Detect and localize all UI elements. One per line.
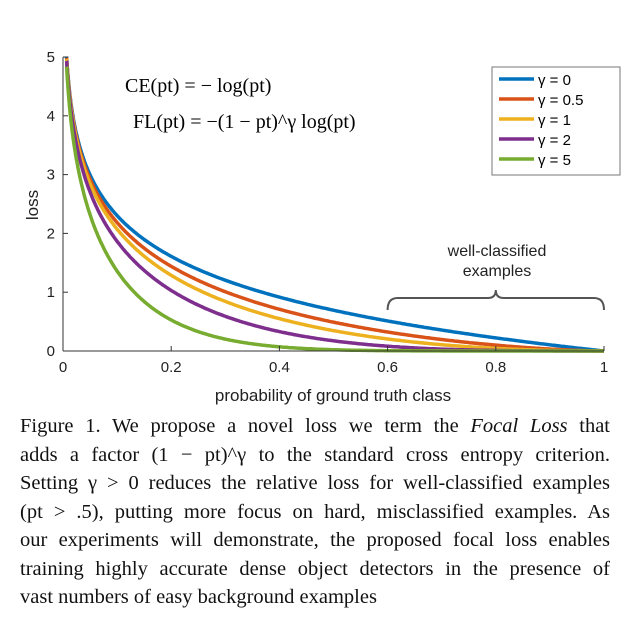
- legend: γ = 0 γ = 0.5 γ = 1 γ = 2 γ = 5: [491, 66, 621, 176]
- annotation-brace: [386, 289, 605, 311]
- caption-text: that: [567, 415, 610, 437]
- x-tick-label: 0.8: [485, 359, 506, 376]
- x-tick-label: 0: [59, 359, 67, 376]
- ce-formula: CE(pt) = − log(pt): [125, 75, 271, 97]
- legend-label: γ = 2: [538, 132, 571, 149]
- annotation-line-1: well-classified: [447, 243, 547, 260]
- y-axis-label: loss: [23, 190, 42, 220]
- caption-line: (pt > .5), putting more focus on hard, m…: [20, 500, 610, 523]
- caption-text: Figure 1. We propose a novel loss we ter…: [20, 415, 471, 437]
- legend-label: γ = 0: [538, 72, 571, 89]
- fl-formula: FL(pt) = −(1 − pt)^γ log(pt): [133, 111, 356, 133]
- x-axis-label: probability of ground truth class: [215, 386, 451, 405]
- series-line-gamma-1: [64, 58, 604, 353]
- x-tick-label: 0.6: [377, 359, 398, 376]
- x-tick-label: 0.2: [161, 359, 182, 376]
- caption-line: adds a factor (1 − pt)^γ to the standard…: [20, 443, 610, 466]
- y-tick-label: 3: [47, 167, 55, 184]
- y-tick-label: 2: [47, 225, 55, 242]
- legend-label: γ = 5: [538, 152, 571, 169]
- figure-caption: Figure 1. We propose a novel loss we ter…: [20, 412, 610, 612]
- x-tick-label: 0.4: [269, 359, 290, 376]
- caption-line: vast numbers of easy background examples: [20, 586, 377, 608]
- legend-box: [491, 66, 621, 176]
- caption-line: Figure 1. We propose a novel loss we ter…: [20, 412, 610, 441]
- caption-line: our experiments will demonstrate, the pr…: [20, 529, 610, 551]
- caption-line: Setting γ > 0 reduces the relative loss …: [20, 472, 610, 494]
- y-tick-label: 0: [47, 343, 55, 360]
- x-tick-label: 1: [600, 359, 608, 376]
- annotation-line-2: examples: [463, 263, 531, 280]
- caption-emphasis: Focal Loss: [470, 415, 568, 437]
- caption-line: training highly accurate dense object de…: [20, 557, 610, 580]
- y-tick-label: 5: [47, 49, 55, 66]
- y-tick-label: 4: [47, 108, 55, 125]
- legend-label: γ = 0.5: [538, 92, 583, 109]
- y-tick-label: 1: [47, 284, 55, 301]
- legend-label: γ = 1: [538, 112, 571, 129]
